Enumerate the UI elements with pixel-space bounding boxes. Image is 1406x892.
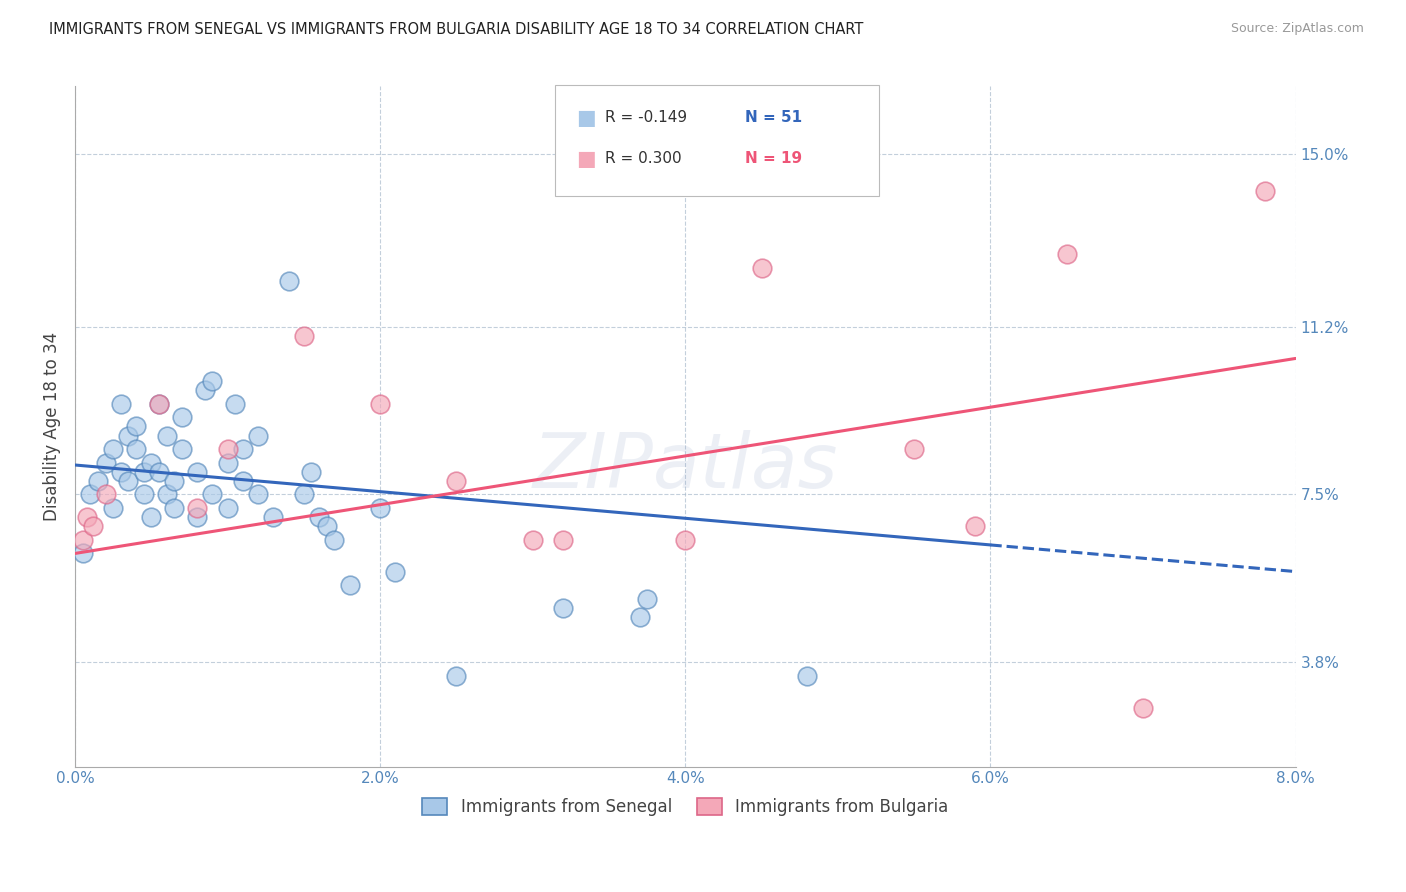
- Point: [446, 669, 468, 683]
- Point: [186, 501, 208, 516]
- Point: [636, 591, 658, 606]
- Point: [163, 501, 186, 516]
- Text: ■: ■: [576, 108, 596, 128]
- Point: [170, 442, 193, 457]
- Point: [101, 442, 124, 457]
- Point: [522, 533, 544, 547]
- Point: [308, 510, 330, 524]
- Point: [125, 442, 148, 457]
- Text: ■: ■: [576, 149, 596, 169]
- Text: N = 19: N = 19: [745, 152, 803, 166]
- Point: [117, 428, 139, 442]
- Point: [72, 533, 94, 547]
- Point: [101, 501, 124, 516]
- Point: [1254, 184, 1277, 198]
- Point: [673, 533, 696, 547]
- Point: [903, 442, 925, 457]
- Point: [368, 501, 391, 516]
- Point: [292, 328, 315, 343]
- Point: [247, 428, 270, 442]
- Point: [315, 519, 337, 533]
- Point: [141, 510, 163, 524]
- Point: [87, 474, 110, 488]
- Point: [965, 519, 987, 533]
- Point: [79, 487, 101, 501]
- Point: [76, 510, 98, 524]
- Point: [232, 442, 254, 457]
- Point: [82, 519, 104, 533]
- Point: [262, 510, 284, 524]
- Point: [217, 442, 239, 457]
- Point: [163, 474, 186, 488]
- Point: [217, 456, 239, 470]
- Point: [125, 419, 148, 434]
- Point: [148, 397, 170, 411]
- Point: [796, 669, 818, 683]
- Point: [217, 501, 239, 516]
- Point: [110, 465, 132, 479]
- Point: [1056, 247, 1078, 261]
- Y-axis label: Disability Age 18 to 34: Disability Age 18 to 34: [44, 332, 60, 521]
- Point: [132, 465, 155, 479]
- Point: [751, 260, 773, 275]
- Point: [117, 474, 139, 488]
- Point: [224, 397, 246, 411]
- Text: R = 0.300: R = 0.300: [605, 152, 681, 166]
- Point: [155, 428, 177, 442]
- Point: [141, 456, 163, 470]
- Point: [94, 456, 117, 470]
- Point: [339, 578, 361, 592]
- Point: [323, 533, 346, 547]
- Text: Source: ZipAtlas.com: Source: ZipAtlas.com: [1230, 22, 1364, 36]
- Point: [1132, 700, 1154, 714]
- Point: [384, 565, 406, 579]
- Point: [72, 546, 94, 560]
- Point: [201, 374, 224, 388]
- Point: [194, 383, 217, 397]
- Point: [232, 474, 254, 488]
- Point: [628, 610, 651, 624]
- Point: [148, 397, 170, 411]
- Point: [553, 533, 575, 547]
- Point: [186, 465, 208, 479]
- Point: [292, 487, 315, 501]
- Point: [553, 600, 575, 615]
- Point: [170, 410, 193, 425]
- Text: IMMIGRANTS FROM SENEGAL VS IMMIGRANTS FROM BULGARIA DISABILITY AGE 18 TO 34 CORR: IMMIGRANTS FROM SENEGAL VS IMMIGRANTS FR…: [49, 22, 863, 37]
- Point: [148, 465, 170, 479]
- Point: [247, 487, 270, 501]
- Text: R = -0.149: R = -0.149: [605, 111, 686, 125]
- Point: [155, 487, 177, 501]
- Point: [446, 474, 468, 488]
- Point: [132, 487, 155, 501]
- Point: [301, 465, 323, 479]
- Point: [368, 397, 391, 411]
- Point: [277, 274, 299, 288]
- Point: [94, 487, 117, 501]
- Legend: Immigrants from Senegal, Immigrants from Bulgaria: Immigrants from Senegal, Immigrants from…: [416, 791, 955, 822]
- Point: [110, 397, 132, 411]
- Point: [201, 487, 224, 501]
- Text: ZIPatlas: ZIPatlas: [533, 430, 838, 504]
- Point: [186, 510, 208, 524]
- Text: N = 51: N = 51: [745, 111, 803, 125]
